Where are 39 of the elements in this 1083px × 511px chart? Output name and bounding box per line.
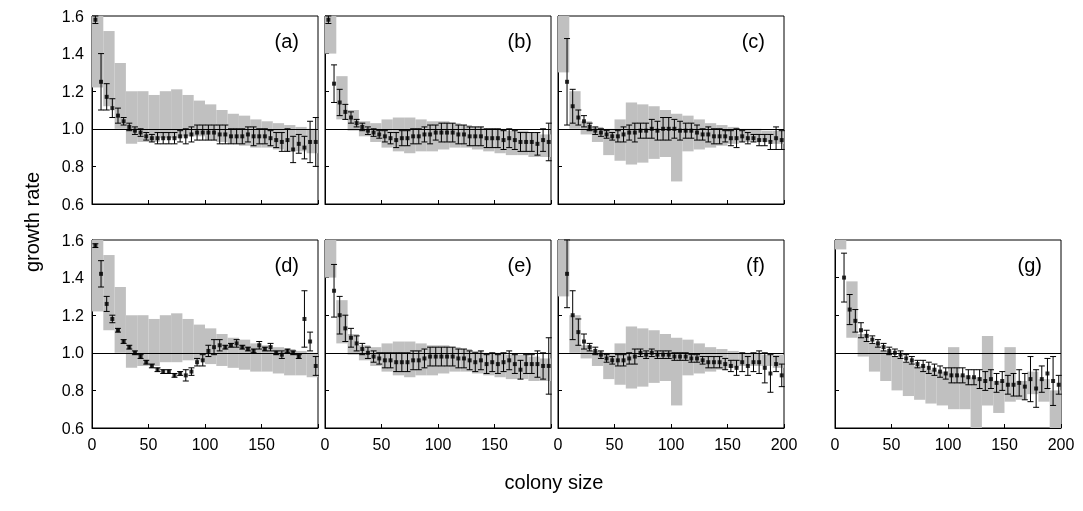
x-tick-label: 150 bbox=[248, 435, 275, 453]
y-tick-label: 1.2 bbox=[61, 82, 85, 100]
text: (f) bbox=[746, 254, 766, 276]
x-tick-label: 50 bbox=[372, 435, 391, 453]
x-tick-label: 0 bbox=[553, 435, 563, 453]
x-tick-label: 50 bbox=[882, 435, 901, 453]
y-tick-label: 1.6 bbox=[61, 7, 85, 25]
text: (e) bbox=[507, 254, 533, 276]
y-tick-label: 0.8 bbox=[61, 157, 85, 175]
x-tick-label: 100 bbox=[191, 435, 219, 453]
x-tick-label: 150 bbox=[714, 435, 741, 453]
y-tick-label: 1.6 bbox=[61, 231, 85, 249]
x-tick-label: 0 bbox=[87, 435, 97, 453]
text: (b) bbox=[507, 30, 533, 52]
y-tick-label: 1.4 bbox=[61, 269, 85, 287]
x-tick-label: 200 bbox=[770, 435, 798, 453]
x-tick-label: 50 bbox=[605, 435, 624, 453]
x-tick-label: 100 bbox=[934, 435, 962, 453]
y-axis-title: growth rate bbox=[20, 171, 44, 273]
y-tick-label: 1.0 bbox=[61, 120, 85, 138]
text: (d) bbox=[274, 254, 300, 276]
x-axis-title: colony size bbox=[504, 470, 604, 494]
y-tick-label: 1.0 bbox=[61, 344, 85, 362]
x-tick-label: 150 bbox=[991, 435, 1018, 453]
x-tick-label: 100 bbox=[424, 435, 452, 453]
x-tick-label: 0 bbox=[830, 435, 840, 453]
y-tick-label: 1.4 bbox=[61, 45, 85, 63]
x-tick-label: 150 bbox=[481, 435, 508, 453]
text: (g) bbox=[1017, 254, 1043, 276]
x-tick-label: 200 bbox=[1047, 435, 1075, 453]
x-tick-label: 50 bbox=[139, 435, 158, 453]
y-tick-label: 1.2 bbox=[61, 306, 85, 324]
y-tick-label: 0.8 bbox=[61, 381, 85, 399]
x-tick-label: 0 bbox=[320, 435, 330, 453]
text: (c) bbox=[741, 30, 766, 52]
text: (a) bbox=[274, 30, 300, 52]
y-tick-label: 0.6 bbox=[61, 195, 85, 213]
x-tick-label: 100 bbox=[657, 435, 685, 453]
y-tick-label: 0.6 bbox=[61, 419, 85, 437]
